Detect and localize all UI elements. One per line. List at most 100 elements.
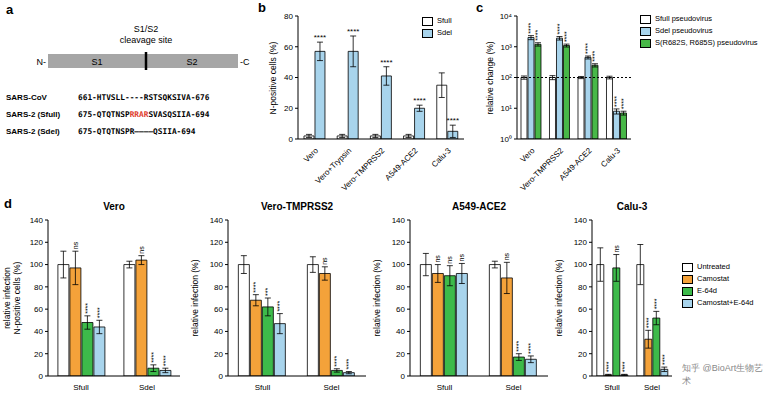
svg-text:****: ****	[380, 58, 392, 67]
svg-text:****: ****	[447, 116, 459, 125]
svg-text:Sfull: Sfull	[437, 383, 453, 392]
svg-text:ns: ns	[434, 255, 441, 263]
svg-text:ns: ns	[458, 254, 465, 262]
svg-text:****: ****	[653, 298, 660, 309]
svg-text:80: 80	[578, 283, 587, 292]
svg-text:20: 20	[34, 350, 43, 359]
svg-text:****: ****	[84, 303, 91, 314]
svg-text:S1: S1	[91, 57, 102, 67]
svg-text:60: 60	[578, 305, 587, 314]
svg-text:****: ****	[162, 355, 169, 366]
svg-text:a: a	[8, 2, 14, 17]
svg-text:SARS-2 (Sfull): SARS-2 (Sfull)	[8, 110, 61, 119]
svg-text:cleavage site: cleavage site	[120, 35, 173, 45]
svg-text:ns: ns	[446, 256, 453, 264]
svg-text:0: 0	[401, 372, 406, 381]
svg-text:100: 100	[574, 260, 588, 269]
svg-text:****: ****	[515, 341, 522, 352]
svg-text:****: ****	[345, 358, 352, 369]
svg-text:20: 20	[214, 350, 223, 359]
svg-text:40: 40	[214, 327, 223, 336]
svg-text:****: ****	[276, 300, 283, 311]
svg-text:ns: ns	[613, 245, 620, 253]
svg-text:****: ****	[563, 31, 570, 42]
svg-text:120: 120	[392, 238, 406, 247]
svg-text:****: ****	[527, 343, 534, 354]
svg-text:****: ****	[314, 33, 326, 42]
svg-text:10¹: 10¹	[500, 104, 512, 113]
svg-text:****: ****	[413, 96, 425, 105]
svg-text:40: 40	[396, 327, 405, 336]
svg-text:0: 0	[39, 372, 44, 381]
svg-text:ns: ns	[503, 252, 510, 260]
svg-text:80: 80	[34, 283, 43, 292]
svg-text:675-QTQTNSPRRARSVASQSIIA-694: 675-QTQTNSPRRARSVASQSIIA-694	[78, 110, 210, 119]
svg-text:140: 140	[210, 216, 224, 225]
svg-text:140: 140	[574, 216, 588, 225]
svg-text:120: 120	[30, 238, 44, 247]
svg-text:****: ****	[347, 27, 359, 36]
svg-text:100: 100	[210, 260, 224, 269]
svg-text:100: 100	[30, 260, 44, 269]
svg-text:Sdel: Sdel	[323, 383, 339, 392]
svg-text:80: 80	[396, 283, 405, 292]
svg-text:0: 0	[219, 372, 224, 381]
svg-text:Vero-TMPRSS2: Vero-TMPRSS2	[519, 146, 566, 191]
svg-text:****: ****	[613, 96, 620, 107]
svg-text:40: 40	[284, 73, 293, 82]
svg-text:****: ****	[527, 22, 534, 33]
svg-text:Sfull: Sfull	[73, 383, 89, 392]
svg-text:140: 140	[392, 216, 406, 225]
svg-text:Sdel: Sdel	[644, 383, 660, 392]
svg-text:20: 20	[578, 350, 587, 359]
svg-text:ns: ns	[72, 241, 79, 249]
svg-text:Sdel: Sdel	[505, 383, 521, 392]
svg-text:40: 40	[34, 327, 43, 336]
svg-text:***: ***	[264, 288, 271, 296]
svg-text:****: ****	[534, 30, 541, 41]
svg-text:60: 60	[34, 305, 43, 314]
svg-text:Calu-3: Calu-3	[430, 146, 453, 169]
svg-text:661-HTVSLL----RSTSQKSIVA-676: 661-HTVSLL----RSTSQKSIVA-676	[78, 93, 210, 102]
svg-text:120: 120	[210, 238, 224, 247]
svg-text:120: 120	[574, 238, 588, 247]
svg-text:****: ****	[252, 281, 259, 292]
svg-text:60: 60	[214, 305, 223, 314]
svg-text:140: 140	[30, 216, 44, 225]
svg-text:0: 0	[289, 135, 294, 144]
svg-text:0: 0	[583, 372, 588, 381]
svg-text:ns: ns	[138, 246, 145, 254]
svg-text:****: ****	[591, 51, 598, 62]
svg-text:A549-ACE2: A549-ACE2	[557, 146, 594, 183]
svg-text:60: 60	[284, 43, 293, 52]
svg-text:N-: N-	[37, 57, 47, 67]
svg-text:S1/S2: S1/S2	[134, 24, 159, 34]
svg-text:675-QTQTNSPR————QSIIA-694: 675-QTQTNSPR————QSIIA-694	[78, 127, 196, 136]
svg-text:80: 80	[214, 283, 223, 292]
svg-text:Vero: Vero	[519, 146, 537, 164]
svg-text:S2: S2	[186, 57, 197, 67]
svg-text:Sdel: Sdel	[139, 383, 155, 392]
svg-text:20: 20	[396, 350, 405, 359]
svg-text:****: ****	[584, 43, 591, 54]
svg-text:****: ****	[333, 356, 340, 367]
svg-text:Vero-TMPRSS2: Vero-TMPRSS2	[340, 146, 387, 191]
svg-text:10³: 10³	[500, 43, 512, 52]
svg-text:Sfull: Sfull	[255, 383, 271, 392]
svg-text:SARS-2 (Sdel): SARS-2 (Sdel)	[8, 127, 60, 136]
svg-text:100: 100	[392, 260, 406, 269]
svg-text:Sfull: Sfull	[604, 383, 620, 392]
svg-text:****: ****	[96, 307, 103, 318]
svg-text:-C: -C	[240, 57, 250, 67]
svg-text:80: 80	[284, 12, 293, 21]
svg-text:10²: 10²	[500, 73, 512, 82]
svg-text:****: ****	[621, 361, 628, 372]
svg-text:****: ****	[661, 354, 668, 365]
svg-text:A549-ACE2: A549-ACE2	[383, 146, 420, 183]
svg-text:Vero: Vero	[302, 146, 320, 164]
svg-text:10⁰: 10⁰	[500, 135, 512, 144]
svg-text:****: ****	[150, 352, 157, 363]
svg-text:20: 20	[284, 104, 293, 113]
svg-text:10⁴: 10⁴	[500, 12, 513, 21]
svg-text:ns: ns	[321, 257, 328, 265]
